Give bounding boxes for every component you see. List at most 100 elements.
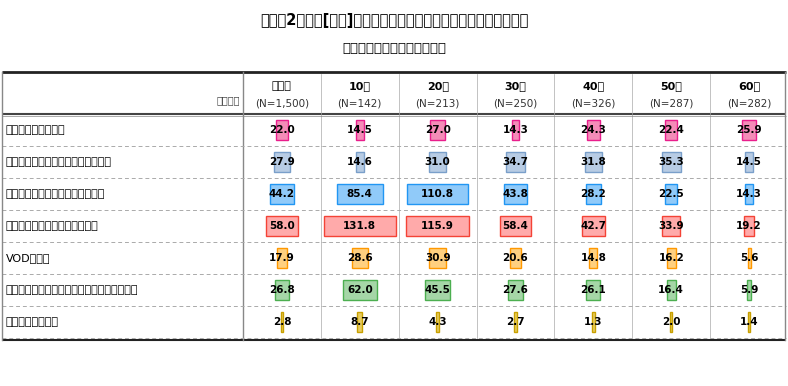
Text: 16.4: 16.4 [658, 285, 684, 295]
Text: （全年代・年代別・男女別）: （全年代・年代別・男女別） [342, 42, 446, 54]
Text: (N=326): (N=326) [571, 99, 615, 109]
Bar [748, 280, 751, 300]
Text: 40代: 40代 [582, 81, 604, 91]
Bar [430, 120, 445, 140]
Text: 44.2: 44.2 [269, 189, 295, 199]
Bar [429, 248, 446, 268]
Text: 30代: 30代 [504, 81, 526, 91]
Bar [343, 280, 377, 300]
Text: 1.3: 1.3 [584, 317, 603, 327]
Bar [665, 120, 678, 140]
Text: 20代: 20代 [426, 81, 448, 91]
Bar [587, 120, 600, 140]
Text: 31.8: 31.8 [581, 157, 606, 167]
Bar [506, 152, 525, 172]
Bar [406, 216, 469, 236]
Text: 19.2: 19.2 [736, 221, 762, 231]
Text: 2.8: 2.8 [273, 317, 292, 327]
Text: 62.0: 62.0 [347, 285, 373, 295]
Bar [586, 280, 600, 300]
Bar [589, 248, 597, 268]
Text: 31.0: 31.0 [425, 157, 451, 167]
Bar [745, 152, 753, 172]
Text: 【令和2年度】[休日]インターネットの利用項目別の平均利用時間: 【令和2年度】[休日]インターネットの利用項目別の平均利用時間 [260, 12, 528, 27]
Text: VODを見る: VODを見る [6, 253, 50, 263]
Bar [407, 184, 468, 204]
Bar [585, 184, 601, 204]
Text: ネット通話を使う: ネット通話を使う [6, 317, 59, 327]
Text: 34.7: 34.7 [503, 157, 529, 167]
Bar [352, 248, 367, 268]
Text: 22.4: 22.4 [658, 125, 684, 135]
Bar [585, 152, 602, 172]
Text: 2.7: 2.7 [506, 317, 525, 327]
Text: 115.9: 115.9 [422, 221, 454, 231]
Text: (N=142): (N=142) [337, 99, 382, 109]
Text: 26.1: 26.1 [581, 285, 606, 295]
Text: メールを読む・書く: メールを読む・書く [6, 125, 65, 135]
Bar [266, 216, 298, 236]
Text: 42.7: 42.7 [580, 221, 606, 231]
Text: 全年代: 全年代 [272, 81, 292, 91]
Bar [500, 216, 531, 236]
Text: ソーシャルメディアを見る・書く: ソーシャルメディアを見る・書く [6, 189, 106, 199]
Text: (N=250): (N=250) [493, 99, 537, 109]
Bar [511, 120, 519, 140]
Text: 24.3: 24.3 [581, 125, 606, 135]
Text: 4.3: 4.3 [429, 317, 447, 327]
Bar [667, 248, 675, 268]
Bar [508, 280, 523, 300]
Bar [665, 184, 678, 204]
Text: 28.2: 28.2 [581, 189, 606, 199]
Text: 14.5: 14.5 [736, 157, 762, 167]
Text: 1.4: 1.4 [740, 317, 758, 327]
Bar [515, 312, 517, 332]
Bar [426, 280, 450, 300]
Bar [437, 312, 439, 332]
Bar [592, 312, 595, 332]
Text: 動画投稿・共有サービスを見る: 動画投稿・共有サービスを見る [6, 221, 98, 231]
Bar [744, 216, 754, 236]
Text: 27.0: 27.0 [425, 125, 451, 135]
Bar [324, 216, 396, 236]
Bar [662, 152, 681, 172]
Bar [429, 152, 446, 172]
Text: 25.9: 25.9 [736, 125, 762, 135]
Text: (N=287): (N=287) [649, 99, 693, 109]
Text: 14.6: 14.6 [347, 157, 373, 167]
Bar [356, 120, 364, 140]
Text: 33.9: 33.9 [659, 221, 684, 231]
Bar [662, 216, 681, 236]
Text: 131.8: 131.8 [344, 221, 377, 231]
Bar [281, 312, 283, 332]
Text: 43.8: 43.8 [503, 189, 529, 199]
Bar [336, 184, 383, 204]
Text: オンラインゲーム・ソーシャルゲームをする: オンラインゲーム・ソーシャルゲームをする [6, 285, 139, 295]
Bar [358, 312, 362, 332]
Text: 27.6: 27.6 [503, 285, 529, 295]
Text: 45.5: 45.5 [425, 285, 451, 295]
Text: ブログやウェブサイトを見る・書く: ブログやウェブサイトを見る・書く [6, 157, 112, 167]
Text: 14.8: 14.8 [581, 253, 606, 263]
Bar [504, 184, 527, 204]
Text: 27.9: 27.9 [269, 157, 295, 167]
Text: (N=213): (N=213) [415, 99, 460, 109]
Bar [356, 152, 364, 172]
Text: 35.3: 35.3 [658, 157, 684, 167]
Bar [274, 152, 289, 172]
Text: 58.4: 58.4 [503, 221, 529, 231]
Text: 85.4: 85.4 [347, 189, 373, 199]
Text: 58.0: 58.0 [269, 221, 295, 231]
Bar [275, 280, 289, 300]
Bar [277, 248, 287, 268]
Text: 14.3: 14.3 [503, 125, 529, 135]
Text: 22.5: 22.5 [658, 189, 684, 199]
Text: 14.3: 14.3 [736, 189, 762, 199]
Text: 16.2: 16.2 [658, 253, 684, 263]
Text: 5.9: 5.9 [740, 285, 758, 295]
Bar [670, 312, 672, 332]
Text: 30.9: 30.9 [425, 253, 451, 263]
Text: 17.9: 17.9 [269, 253, 295, 263]
Text: 10代: 10代 [349, 81, 371, 91]
Bar [667, 280, 675, 300]
